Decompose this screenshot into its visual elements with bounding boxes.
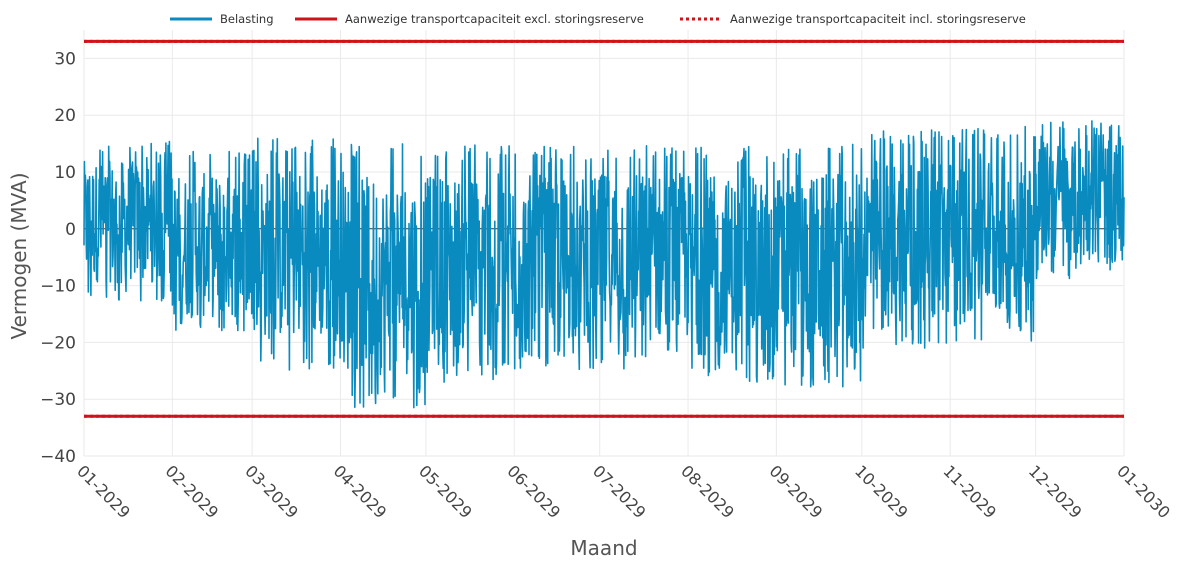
plot-area bbox=[83, 39, 1125, 418]
legend-label: Aanwezige transportcapaciteit excl. stor… bbox=[345, 12, 644, 26]
y-tick-label: −40 bbox=[40, 447, 76, 467]
y-tick-label: −10 bbox=[40, 277, 76, 297]
y-tick-label: −20 bbox=[40, 333, 76, 353]
x-tick-label: 12-2029 bbox=[1025, 461, 1086, 522]
x-tick-label: 04-2029 bbox=[330, 461, 391, 522]
x-tick-label: 08-2029 bbox=[677, 461, 738, 522]
y-tick-label: 10 bbox=[54, 163, 76, 183]
x-tick-label: 10-2029 bbox=[851, 461, 912, 522]
y-tick-label: 30 bbox=[54, 49, 76, 69]
x-tick-label: 06-2029 bbox=[503, 461, 564, 522]
y-tick-label: 20 bbox=[54, 106, 76, 126]
x-tick-label: 03-2029 bbox=[241, 461, 302, 522]
legend-label: Belasting bbox=[220, 12, 274, 26]
y-axis-ticks: −40 −30 −20 −10 0 10 20 30 bbox=[40, 49, 76, 467]
y-axis-title: Vermogen (MVA) bbox=[7, 172, 31, 339]
y-tick-label: 0 bbox=[65, 220, 76, 240]
legend-label: Aanwezige transportcapaciteit incl. stor… bbox=[730, 12, 1026, 26]
x-tick-label: 01-2030 bbox=[1113, 461, 1174, 522]
x-tick-label: 11-2029 bbox=[939, 461, 1000, 522]
x-tick-label: 07-2029 bbox=[589, 461, 650, 522]
x-axis-ticks: 01-2029 02-2029 03-2029 04-2029 05-2029 06-20… bbox=[73, 461, 1174, 522]
x-tick-label: 02-2029 bbox=[162, 461, 223, 522]
x-tick-label: 05-2029 bbox=[415, 461, 476, 522]
legend: Belasting Aanwezige transportcapaciteit e… bbox=[170, 12, 1026, 26]
series-belasting-line bbox=[83, 120, 1125, 409]
x-tick-label: 09-2029 bbox=[766, 461, 827, 522]
x-axis-title: Maand bbox=[570, 536, 637, 560]
x-tick-label: 01-2029 bbox=[73, 461, 134, 522]
y-tick-label: −30 bbox=[40, 390, 76, 410]
